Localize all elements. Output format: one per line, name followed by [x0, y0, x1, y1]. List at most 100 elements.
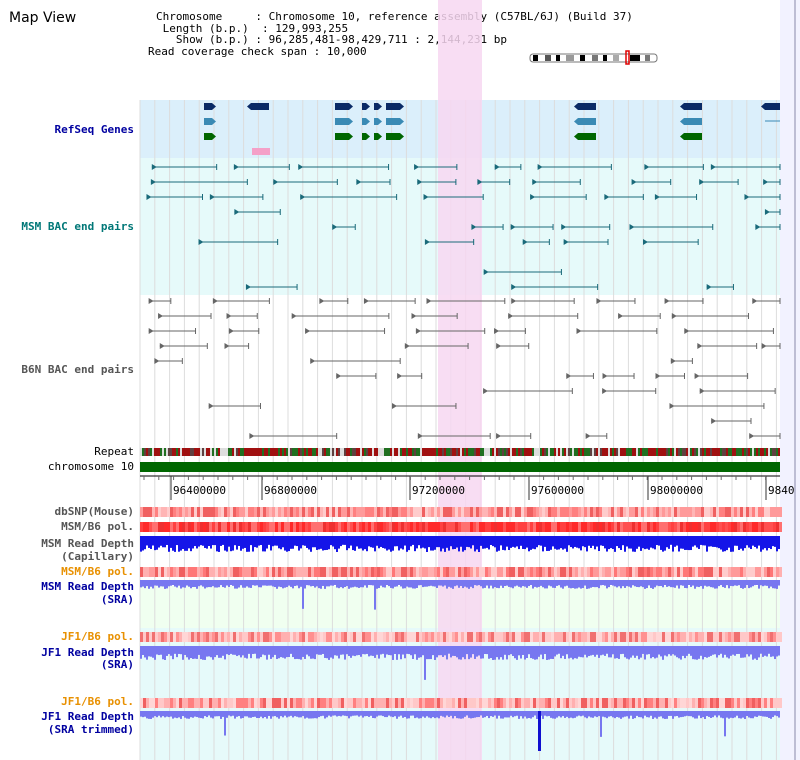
depth-bar: [324, 580, 326, 589]
depth-bar: [444, 646, 446, 656]
ruler-tick-label: 97600000: [531, 484, 584, 497]
heat-cell: [542, 698, 545, 708]
bac-end-marker: [336, 373, 342, 379]
depth-bar: [514, 580, 516, 587]
depth-bar: [406, 580, 408, 587]
bac-end-marker: [212, 298, 218, 304]
depth-bar: [576, 580, 578, 589]
depth-tracks: [140, 536, 780, 751]
heat-cell: [581, 522, 584, 532]
label-msm-depth-sra-sub[interactable]: (SRA): [100, 593, 134, 606]
depth-bar: [702, 536, 704, 546]
gene-block: [684, 133, 702, 140]
heat-cell: [281, 698, 284, 708]
repeat-mark: [534, 448, 536, 456]
depth-bar: [152, 536, 154, 546]
depth-bar: [694, 536, 696, 546]
label-jf1-depth-trimmed[interactable]: JF1 Read Depth: [41, 710, 134, 723]
depth-bar: [614, 711, 616, 719]
label-jf1-depth-sra[interactable]: JF1 Read Depth: [41, 646, 134, 659]
heat-cell: [440, 567, 443, 577]
depth-bar: [408, 646, 410, 655]
heat-cell: [656, 567, 659, 577]
heat-cell: [692, 698, 695, 708]
depth-bar: [670, 711, 672, 716]
heat-cell: [185, 698, 188, 708]
depth-bar: [384, 711, 386, 718]
ideogram-band: [645, 55, 650, 61]
heat-cell: [437, 698, 440, 708]
depth-bar: [208, 646, 210, 657]
heat-cell: [605, 507, 608, 517]
depth-bar: [582, 711, 584, 716]
label-refseq-genes[interactable]: RefSeq Genes: [54, 123, 134, 136]
heat-cell: [227, 507, 230, 517]
gene-arrow: [366, 133, 370, 140]
label-chromosome[interactable]: chromosome 10: [47, 460, 134, 473]
label-msm-depth-sra[interactable]: MSM Read Depth: [41, 580, 134, 593]
depth-bar: [598, 711, 600, 717]
heat-cell: [413, 507, 416, 517]
heat-cell: [425, 522, 428, 532]
bac-end-marker: [228, 328, 234, 334]
repeat-mark: [518, 448, 520, 456]
depth-bar: [346, 580, 348, 587]
label-b6n-bac[interactable]: B6N BAC end pairs: [21, 363, 134, 376]
label-msm-bac[interactable]: MSM BAC end pairs: [21, 220, 134, 233]
depth-bar: [682, 711, 684, 717]
heat-cell: [359, 698, 362, 708]
depth-bar: [290, 580, 292, 587]
depth-bar: [682, 646, 684, 656]
label-jf1-depth-trimmed-sub[interactable]: (SRA trimmed): [47, 723, 134, 736]
depth-bar: [150, 711, 152, 719]
repeat-mark: [320, 448, 322, 456]
label-msm-b6-pol[interactable]: MSM/B6 pol.: [61, 520, 134, 533]
depth-bar: [252, 580, 254, 586]
heat-cell: [704, 507, 707, 517]
depth-bar: [588, 536, 590, 546]
heat-cell: [578, 632, 581, 642]
heat-cell: [431, 507, 434, 517]
label-msm-b6-pol-2[interactable]: MSM/B6 pol.: [61, 565, 134, 578]
depth-bar: [214, 536, 216, 546]
label-msm-depth-capillary[interactable]: MSM Read Depth: [41, 537, 134, 550]
bac-end-marker: [699, 388, 705, 394]
heat-cell: [239, 632, 242, 642]
repeat-mark: [588, 448, 590, 456]
label-jf1-b6-pol[interactable]: JF1/B6 pol.: [61, 630, 134, 643]
depth-bar: [378, 536, 380, 549]
label-jf1-depth-sra-sub[interactable]: (SRA): [100, 658, 134, 671]
depth-bar: [340, 536, 342, 547]
heat-cell: [374, 522, 377, 532]
label-repeat[interactable]: Repeat: [94, 445, 134, 458]
bac-end-marker: [483, 388, 489, 394]
gene-block: [362, 133, 366, 140]
label-jf1-b6-pol-2[interactable]: JF1/B6 pol.: [61, 695, 134, 708]
heat-cell: [623, 698, 626, 708]
heat-cell: [434, 698, 437, 708]
depth-bar: [768, 580, 770, 589]
depth-bar: [442, 580, 444, 587]
depth-bar: [402, 580, 404, 589]
depth-bar: [744, 536, 746, 549]
repeat-mark: [676, 448, 678, 456]
depth-bar: [590, 536, 592, 548]
heat-cell: [350, 567, 353, 577]
depth-bar: [532, 646, 534, 659]
depth-bar: [550, 711, 552, 718]
heat-cell: [551, 632, 554, 642]
depth-bar: [492, 580, 494, 589]
heat-cell: [275, 507, 278, 517]
depth-bar: [154, 580, 156, 586]
gene-block: [204, 118, 212, 125]
heat-cell: [671, 632, 674, 642]
label-dbsnp[interactable]: dbSNP(Mouse): [54, 505, 134, 518]
repeat-mark: [506, 448, 508, 456]
label-msm-depth-capillary-sub[interactable]: (Capillary): [61, 550, 134, 563]
heat-cell: [653, 567, 656, 577]
heat-cell: [578, 698, 581, 708]
depth-bar: [650, 580, 652, 588]
ruler-tick-label: 97200000: [412, 484, 465, 497]
depth-bar: [350, 646, 352, 658]
